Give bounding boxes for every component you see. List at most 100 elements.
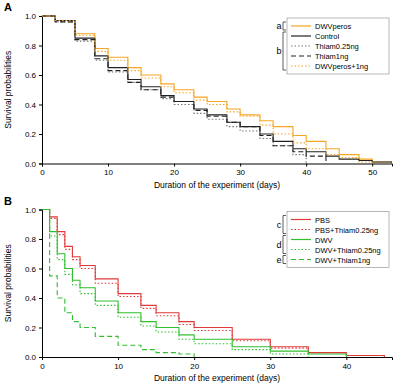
x-tick-label: 40 <box>342 362 351 371</box>
y-tick: 0.8 <box>25 42 42 51</box>
y-tick: 1.0 <box>25 12 42 21</box>
y-tick: 0.4 <box>25 294 42 303</box>
y-tick-label: 0.2 <box>25 130 37 139</box>
panel: B 0 10 20 30 40 0.0 0.2 0.4 0.6 0.8 1.0 Duration of … <box>3 195 393 384</box>
x-axis-title: Duration of the experiment (days) <box>154 373 280 383</box>
x-tick: 10 <box>104 164 113 178</box>
x-tick-label: 30 <box>266 362 275 371</box>
x-axis-title: Duration of the experiment (days) <box>154 180 280 190</box>
group-bracket <box>283 32 286 70</box>
panel-title: A <box>4 1 12 13</box>
survival-curve <box>42 16 392 164</box>
y-tick-label: 1.0 <box>25 206 37 215</box>
x-tick-mark <box>240 164 241 167</box>
x-tick-mark <box>346 357 347 360</box>
legend-label: PBS <box>315 216 330 225</box>
x-tick: 20 <box>190 357 199 371</box>
x-axis: 0 10 20 30 40 <box>40 357 392 371</box>
survival-curve <box>42 16 392 164</box>
y-axis-line <box>39 210 43 358</box>
survival-curve <box>42 16 372 164</box>
x-tick-mark <box>194 357 195 360</box>
panel: A010203040500.00.20.40.60.81.0Duration o… <box>3 1 393 190</box>
x-axis-line <box>43 358 393 361</box>
y-tick-mark <box>39 164 42 165</box>
y-tick: 0.8 <box>25 235 42 244</box>
legend-box <box>287 18 389 74</box>
y-tick: 0.6 <box>25 265 42 274</box>
y-tick-mark <box>39 357 42 358</box>
panel-title: B <box>4 195 12 207</box>
legend-label: DWVperos <box>315 22 352 31</box>
x-tick: 10 <box>114 357 123 371</box>
group-bracket <box>283 236 286 254</box>
y-tick: 0.2 <box>25 324 42 333</box>
survival-curve <box>42 210 384 358</box>
legend-label: Control <box>315 32 340 41</box>
y-axis-line <box>39 17 43 165</box>
legend-label: DWV+Thiam0.25ng <box>315 246 381 255</box>
group-bracket <box>283 216 286 234</box>
legend-label: DWVperos+1ng <box>315 62 368 71</box>
x-tick-label: 30 <box>236 168 245 177</box>
x-tick-mark <box>372 164 373 167</box>
y-axis-title: Survival probabilities <box>3 51 13 129</box>
x-tick-label: 0 <box>40 168 45 177</box>
y-tick-mark <box>39 269 42 270</box>
legend-label: DWV <box>315 236 333 245</box>
survival-curve <box>42 16 306 164</box>
legend: PBSPBS+Thiam0.25ngDWVDWV+Thiam0.25ngDWV+… <box>276 212 389 268</box>
legend-box <box>287 212 389 268</box>
group-bracket <box>283 22 286 30</box>
y-tick: 0.4 <box>25 101 42 110</box>
legend-swatch <box>291 65 311 66</box>
group-letter: c <box>277 220 282 230</box>
group-bracket <box>283 256 286 264</box>
legend-swatch <box>291 239 311 240</box>
legend-swatch <box>291 249 311 250</box>
survival-curve <box>42 210 194 358</box>
x-tick-label: 50 <box>368 168 377 177</box>
y-tick: 1.0 <box>25 206 42 215</box>
plot-area <box>42 16 392 164</box>
group-letter: b <box>276 46 281 56</box>
y-tick-mark <box>39 75 42 76</box>
legend-swatch <box>291 219 311 220</box>
legend-swatch <box>291 45 311 46</box>
y-tick-label: 1.0 <box>25 12 37 21</box>
x-tick: 0 <box>40 357 45 371</box>
survival-curve <box>42 16 326 164</box>
y-tick: 0.2 <box>25 130 42 139</box>
y-tick-mark <box>39 210 42 211</box>
x-tick-mark <box>174 164 175 167</box>
y-axis-title: Survival probabilities <box>3 244 13 322</box>
y-tick: 0.0 <box>25 353 42 362</box>
y-tick: 0.6 <box>25 71 42 80</box>
y-tick-label: 0.2 <box>25 324 37 333</box>
legend-swatch <box>291 35 311 36</box>
legend-label: DWV+Thiam1ng <box>315 256 370 265</box>
x-tick-label: 40 <box>302 168 311 177</box>
x-tick-label: 0 <box>40 362 45 371</box>
group-letter: d <box>276 240 281 250</box>
group-letter: a <box>276 21 281 31</box>
survival-curve <box>42 210 384 358</box>
x-tick: 40 <box>302 164 311 178</box>
y-tick-mark <box>39 16 42 17</box>
legend-swatch <box>291 259 311 260</box>
y-tick-label: 0.4 <box>25 294 37 303</box>
survival-curve <box>42 210 308 358</box>
legend: DWVperosControlThiam0.25ngThiam1ngDWVper… <box>276 18 389 74</box>
y-tick-label: 0.0 <box>25 353 37 362</box>
x-tick: 50 <box>368 164 377 178</box>
x-tick: 30 <box>236 164 245 178</box>
x-tick-label: 10 <box>104 168 113 177</box>
x-axis: 01020304050 <box>40 164 392 178</box>
y-tick-mark <box>39 298 42 299</box>
y-tick-mark <box>39 239 42 240</box>
x-tick-mark <box>108 164 109 167</box>
x-tick-mark <box>306 164 307 167</box>
x-tick-mark <box>118 357 119 360</box>
y-tick-label: 0.6 <box>25 71 37 80</box>
x-tick-label: 20 <box>190 362 199 371</box>
